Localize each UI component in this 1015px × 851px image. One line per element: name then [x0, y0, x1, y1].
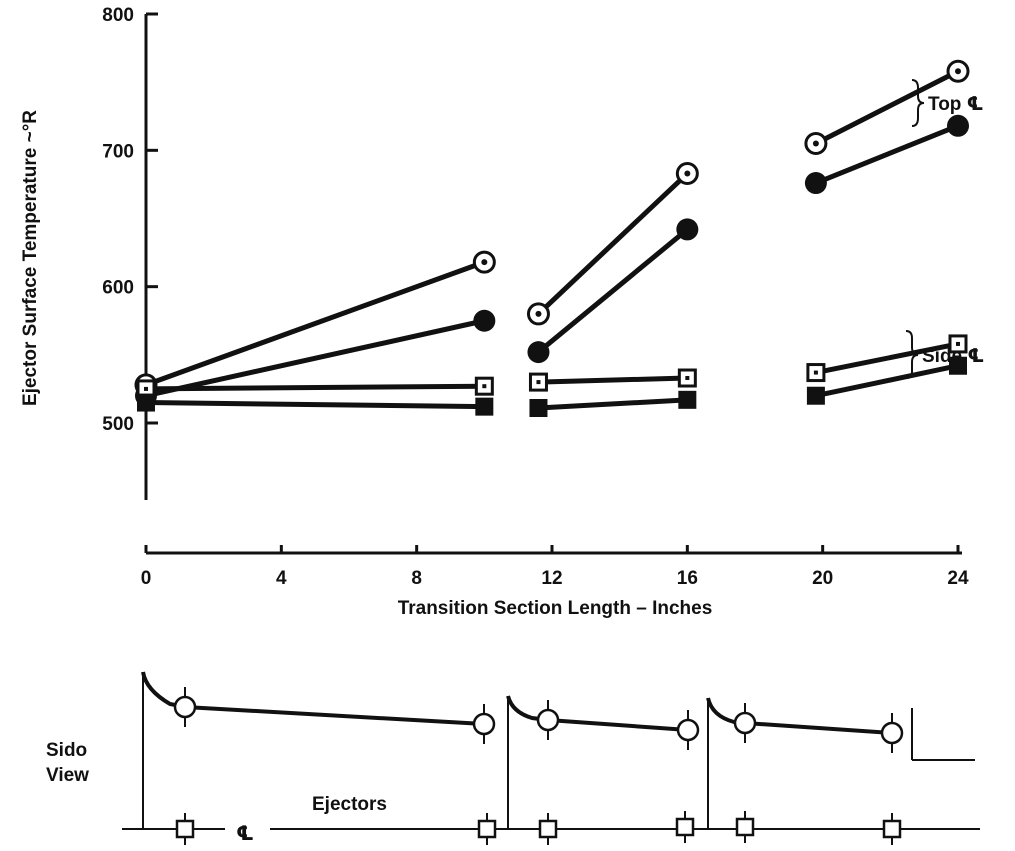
data-point-open-square: [806, 363, 826, 383]
data-point-filled-square: [529, 399, 548, 418]
thermocouple-side: [175, 813, 195, 845]
series-line: [145, 259, 486, 388]
thermocouple-side: [882, 813, 902, 845]
data-point-filled-square: [475, 397, 494, 416]
series-line: [538, 375, 688, 385]
y-axis-label: Ejector Surface Temperature ~°R: [20, 110, 41, 406]
group-label-side: Side ℄: [922, 346, 984, 367]
data-point-open-square: [677, 368, 697, 388]
series-layer: [134, 59, 970, 418]
series-line: [538, 397, 688, 411]
x-tick-label: 16: [677, 568, 698, 589]
thermocouple-side: [735, 811, 755, 843]
centerline-label: ℄: [236, 823, 254, 845]
series-filled-circle: [135, 114, 969, 407]
data-point-open-square: [474, 376, 494, 396]
series-line: [814, 123, 959, 186]
x-tick-label: 20: [812, 568, 833, 589]
series-line: [145, 383, 485, 392]
data-point-open-circle: [675, 162, 699, 186]
thermocouple-top: [676, 710, 700, 750]
data-point-filled-circle: [527, 341, 550, 364]
ejectors-label: Ejectors: [312, 794, 387, 815]
thermocouple-side: [675, 811, 695, 843]
side-brace: [905, 330, 919, 379]
data-point-filled-circle: [473, 309, 496, 332]
series-open-square: [136, 334, 968, 399]
x-tick-label: 4: [276, 568, 287, 589]
series-open-circle: [134, 59, 970, 397]
side-view-title-line1: Sido: [46, 740, 87, 761]
thermocouple-side: [538, 813, 558, 845]
series-line: [815, 341, 959, 376]
thermocouple-top: [173, 687, 197, 727]
y-tick-label: 700: [102, 141, 134, 162]
series-line: [536, 171, 690, 316]
data-point-open-circle: [472, 250, 496, 274]
y-tick-label: 500: [102, 414, 134, 435]
series-line: [536, 227, 689, 355]
series-line: [145, 318, 485, 399]
y-tick-label: 800: [102, 5, 134, 26]
thermocouple-side: [477, 813, 497, 845]
data-point-open-circle: [526, 302, 550, 326]
y-tick-label: 600: [102, 278, 134, 299]
x-ticks: 0 4 8 12 16 20 24: [141, 545, 969, 589]
data-point-open-square: [948, 334, 968, 354]
x-tick-label: 24: [947, 568, 969, 589]
data-point-filled-circle: [947, 114, 969, 137]
group-label-top: Top ℄: [928, 94, 984, 115]
data-point-filled-square: [806, 386, 825, 405]
x-tick-label: 8: [411, 568, 422, 589]
top-brace: [911, 79, 925, 127]
series-line: [815, 363, 959, 399]
ejector-profile-1: [141, 671, 485, 726]
side-view-sketch: Sido View Ejectors ℄: [46, 671, 980, 845]
ejector-profile-2: [506, 695, 689, 732]
x-tick-label: 12: [541, 568, 562, 589]
thermocouple-top: [536, 700, 560, 740]
data-point-filled-circle: [804, 172, 827, 195]
x-axis-label: Transition Section Length – Inches: [398, 598, 713, 619]
data-point-open-circle: [946, 59, 970, 83]
data-point-filled-square: [137, 393, 155, 412]
y-ticks: 500 600 700 800: [102, 5, 158, 435]
data-point-open-circle: [804, 132, 828, 156]
series-filled-square: [137, 356, 967, 418]
series-line: [814, 69, 960, 146]
thermocouple-top: [733, 703, 757, 743]
data-point-filled-circle: [676, 218, 699, 241]
thermocouple-top: [472, 704, 496, 744]
side-view-title-line2: View: [46, 765, 89, 786]
data-point-filled-square: [678, 390, 697, 409]
data-point-open-square: [528, 372, 548, 392]
thermocouple-top: [880, 713, 904, 753]
data-point-filled-square: [949, 356, 967, 375]
series-line: [145, 400, 485, 410]
x-tick-label: 0: [141, 568, 152, 589]
